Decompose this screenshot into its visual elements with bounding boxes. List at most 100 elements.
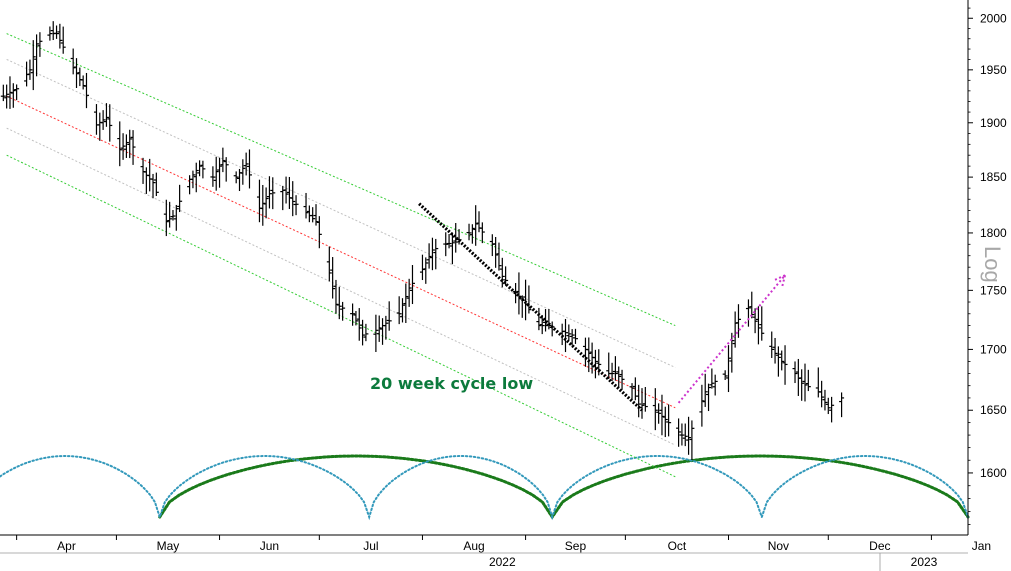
ohlc-bar (682, 423, 688, 447)
ohlc-bar (353, 310, 359, 326)
ohlc-bar (586, 337, 592, 373)
ohlc-bar (679, 423, 685, 446)
ohlc-bar (516, 272, 522, 315)
y-axis-label: Log (980, 246, 1005, 283)
ohlc-bar (735, 304, 741, 338)
regression-channel (6, 33, 676, 478)
ohlc-bar (127, 129, 133, 159)
ohlc-bar (652, 388, 658, 431)
x-tick-label: Sep (565, 539, 587, 553)
channel-line-lower (6, 154, 676, 478)
ohlc-bar (566, 324, 572, 341)
ohlc-bar (303, 192, 309, 219)
ohlc-bar (330, 257, 336, 299)
ohlc-bar (313, 204, 319, 226)
ohlc-bar (769, 331, 775, 358)
ohlc-bar (386, 301, 392, 331)
ohlc-bar (802, 363, 808, 402)
ohlc-bar (779, 350, 785, 371)
ohlc-bar (117, 121, 123, 167)
ohlc-bar (759, 306, 765, 341)
ohlc-bar (423, 257, 429, 284)
ohlc-bar (340, 301, 346, 321)
ohlc-bar (34, 34, 40, 77)
ohlc-bar (612, 356, 618, 381)
cycle-arc-secondary (0, 454, 969, 521)
ohlc-bar (123, 134, 129, 158)
x-year-label: 2022 (489, 555, 516, 569)
ohlc-bar (14, 84, 20, 101)
ohlc-bar (825, 397, 831, 415)
ohlc-bar (60, 26, 66, 54)
ohlc-bar (606, 352, 612, 379)
ohlc-bar (153, 172, 159, 197)
ohlc-bar (147, 158, 153, 192)
ohlc-bar (326, 246, 332, 282)
ohlc-bar (699, 384, 705, 427)
ohlc-bar (350, 303, 356, 326)
ohlc-bar (57, 23, 63, 49)
ohlc-bar (70, 48, 76, 75)
x-tick-label: Dec (869, 539, 890, 553)
x-tick-label: Jan (972, 539, 991, 553)
ohlc-bar (197, 160, 203, 177)
ohlc-bar (706, 383, 712, 412)
ohlc-bar (403, 283, 409, 324)
y-tick-label: 1600 (980, 466, 1007, 480)
x-tick-label: Nov (768, 539, 789, 553)
ohlc-bar (210, 166, 216, 187)
ohlc-bar (83, 72, 89, 109)
ohlc-bar (792, 361, 798, 384)
ohlc-bar (429, 237, 435, 271)
projection-arrow (677, 274, 786, 404)
x-tick-label: Apr (57, 539, 76, 553)
ohlc-bar (376, 315, 382, 342)
ohlc-bar (686, 416, 692, 455)
ohlc-bar (493, 236, 499, 268)
channel-line-lower-inner (6, 127, 676, 446)
ohlc-bar (310, 207, 316, 223)
ohlc-bar (499, 257, 505, 288)
ohlc-bar (662, 406, 668, 438)
ohlc-bar (77, 67, 83, 87)
ohlc-bar (562, 318, 568, 353)
ohlc-bar (479, 222, 485, 244)
x-tick-label: Jul (363, 539, 378, 553)
ohlc-bar (263, 187, 269, 219)
ohlc-bar (446, 234, 452, 249)
ohlc-bar (97, 112, 103, 141)
ohlc-bar (266, 176, 272, 209)
channel-line-upper (6, 33, 676, 327)
ohlc-bar (745, 299, 751, 327)
ohlc-bar (260, 184, 266, 226)
ohlc-bar (237, 168, 243, 192)
ohlc-bar (839, 392, 845, 418)
ohlc-bar (333, 279, 339, 314)
ohlc-bar (709, 368, 715, 389)
ohlc-bar (0, 84, 6, 102)
ohlc-bar (290, 181, 296, 217)
ohlc-bar (616, 366, 622, 388)
x-year-label: 2023 (911, 555, 938, 569)
ohlc-bar (539, 314, 545, 335)
ohlc-bar (336, 286, 342, 320)
ohlc-bar (217, 157, 223, 188)
ohlc-bar (47, 26, 53, 41)
ohlc-bar (240, 159, 246, 185)
ohlc-bar (775, 346, 781, 377)
ohlc-bar (629, 383, 635, 400)
ohlc-bar (150, 173, 156, 199)
ohlc-bar (449, 233, 455, 265)
ohlc-bar (223, 157, 229, 182)
ohlc-bar (10, 83, 16, 108)
overlay-lines (418, 202, 787, 412)
ohlc-bar (293, 195, 299, 216)
ohlc-bar (569, 329, 575, 346)
ohlc-bar (400, 298, 406, 323)
downtrend-line (418, 202, 644, 412)
ohlc-bar (170, 210, 176, 221)
ohlc-bar (799, 369, 805, 401)
ohlc-bar (356, 308, 362, 341)
ohlc-bar (30, 40, 36, 91)
